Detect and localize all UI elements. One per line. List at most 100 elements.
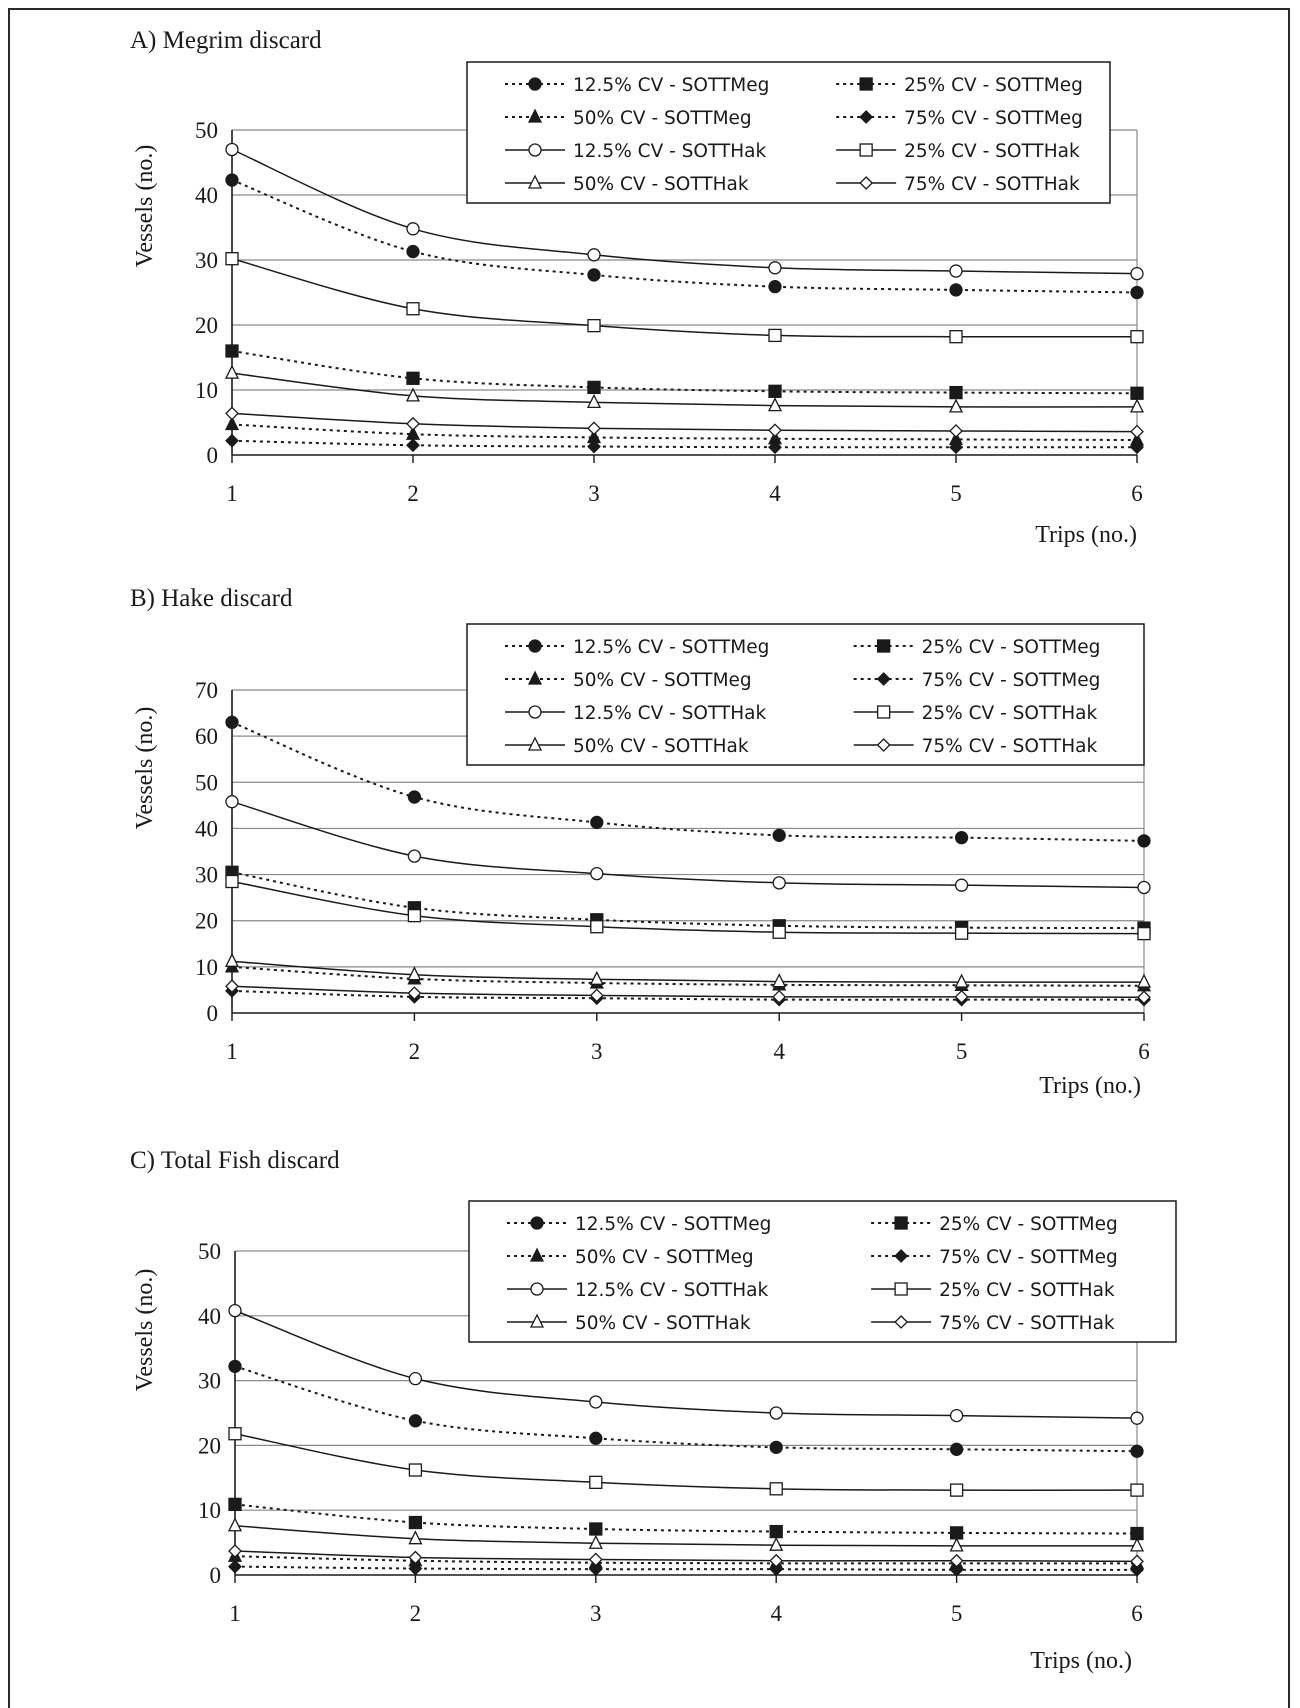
data-point xyxy=(1136,973,1152,988)
y-tick-label: 30 xyxy=(195,863,218,888)
x-tick-label: 6 xyxy=(1131,481,1143,506)
data-point xyxy=(949,440,963,455)
legend-item: 12.5% CV - SOTTHak xyxy=(505,703,766,724)
legend-item: 50% CV - SOTTMeg xyxy=(505,108,752,129)
y-tick-label: 0 xyxy=(207,443,219,468)
data-point xyxy=(408,1550,423,1565)
x-tick-label: 2 xyxy=(409,1039,421,1064)
legend-marker xyxy=(894,1216,908,1230)
data-point xyxy=(949,264,963,278)
legend-item: 75% CV - SOTTMeg xyxy=(836,108,1083,129)
data-point xyxy=(588,1552,603,1567)
x-tick-label: 2 xyxy=(410,1601,422,1626)
series-75-cv-sotthak xyxy=(225,406,1144,439)
legend-label: 50% CV - SOTTMeg xyxy=(575,1247,754,1268)
data-point xyxy=(949,385,963,400)
data-point xyxy=(768,328,782,343)
series-50-cv-sottmeg xyxy=(227,1547,1145,1569)
x-tick-label: 1 xyxy=(226,481,238,506)
series-line xyxy=(231,800,1145,889)
data-point xyxy=(587,439,601,454)
series-25-cv-sottmeg xyxy=(228,1497,1144,1541)
legend-item: 12.5% CV - SOTTHak xyxy=(505,141,766,162)
series-line xyxy=(231,372,1138,408)
data-point xyxy=(589,1522,603,1536)
legend-marker xyxy=(894,1315,909,1329)
data-point xyxy=(949,1408,964,1423)
data-point xyxy=(768,261,782,275)
data-point xyxy=(225,406,239,421)
y-tick-label: 50 xyxy=(195,118,218,143)
data-point xyxy=(1129,1537,1145,1552)
x-tick-label: 4 xyxy=(770,1601,782,1626)
series-line xyxy=(231,871,1145,930)
chart-panel-1: A) Megrim discard 0 10 20 30 40 50 1 2 3 4 5 6 Trips … xyxy=(130,27,1145,548)
data-point xyxy=(407,908,422,923)
data-point xyxy=(1130,1483,1144,1497)
series-75-cv-sottmeg xyxy=(225,433,1144,455)
x-tick-label: 2 xyxy=(407,481,419,506)
data-point xyxy=(590,920,604,934)
y-tick-label: 40 xyxy=(195,816,218,841)
legend-marker xyxy=(859,176,874,190)
y-tick-label: 40 xyxy=(195,183,218,208)
legend-item: 25% CV - SOTTHak xyxy=(853,703,1098,724)
legend-label: 25% CV - SOTTMeg xyxy=(922,637,1101,658)
legend-marker xyxy=(859,110,874,124)
data-point xyxy=(406,416,420,431)
data-point xyxy=(225,715,239,729)
legend-marker xyxy=(527,670,543,685)
legend-label: 75% CV - SOTTMeg xyxy=(939,1247,1118,1268)
data-point xyxy=(949,1537,964,1552)
data-point xyxy=(587,248,601,262)
data-point xyxy=(949,1483,964,1497)
series-line xyxy=(231,880,1145,935)
series-line xyxy=(231,960,1145,983)
data-point xyxy=(408,1530,423,1545)
data-point xyxy=(949,424,963,438)
data-point xyxy=(406,371,420,385)
series-line xyxy=(231,965,1145,987)
x-tick-label: 5 xyxy=(950,481,962,506)
data-point xyxy=(1130,424,1144,439)
legend-label: 75% CV - SOTTMeg xyxy=(922,670,1101,691)
x-axis-label: Trips (no.) xyxy=(1030,1648,1132,1674)
data-point xyxy=(408,1372,423,1386)
legend-label: 25% CV - SOTTHak xyxy=(922,703,1098,724)
data-point xyxy=(1137,990,1151,1005)
series-line xyxy=(231,439,1137,449)
legend-marker xyxy=(877,705,891,719)
series-line xyxy=(231,721,1145,842)
data-point xyxy=(1130,386,1144,400)
legend-box xyxy=(466,61,1111,204)
data-point xyxy=(228,1497,242,1512)
data-point xyxy=(949,1442,964,1456)
data-point xyxy=(768,423,782,438)
data-point xyxy=(407,849,422,863)
x-tick-label: 3 xyxy=(591,1039,603,1064)
series-75-cv-sottmeg xyxy=(225,983,1151,1007)
legend-item: 50% CV - SOTTMeg xyxy=(505,670,752,691)
chart-title: A) Megrim discard xyxy=(130,27,322,54)
data-point xyxy=(589,970,604,985)
legend-marker xyxy=(894,1249,909,1263)
legend-item: 75% CV - SOTTHak xyxy=(871,1313,1115,1334)
data-point xyxy=(1137,926,1151,941)
data-point xyxy=(588,1534,603,1549)
data-point xyxy=(408,1463,423,1477)
data-point xyxy=(406,302,420,316)
legend-item: 12.5% CV - SOTTMeg xyxy=(507,1214,771,1235)
legend-item: 75% CV - SOTTHak xyxy=(853,736,1097,757)
legend-label: 12.5% CV - SOTTMeg xyxy=(573,637,769,658)
series-line xyxy=(231,985,1145,999)
legend-label: 25% CV - SOTTMeg xyxy=(939,1214,1118,1235)
data-point xyxy=(1130,266,1144,281)
legend-label: 12.5% CV - SOTTHak xyxy=(573,141,766,162)
chart-panel-2: B) Hake discard 0 10 20 30 40 50 60 70 1 2 3 4 5 6 Trip… xyxy=(130,585,1152,1099)
legend-label: 12.5% CV - SOTTMeg xyxy=(575,1214,771,1235)
data-point xyxy=(1129,398,1145,413)
data-point xyxy=(769,1482,783,1496)
legend-label: 75% CV - SOTTHak xyxy=(904,174,1080,195)
data-point xyxy=(587,380,601,395)
series-line xyxy=(234,1309,1138,1419)
